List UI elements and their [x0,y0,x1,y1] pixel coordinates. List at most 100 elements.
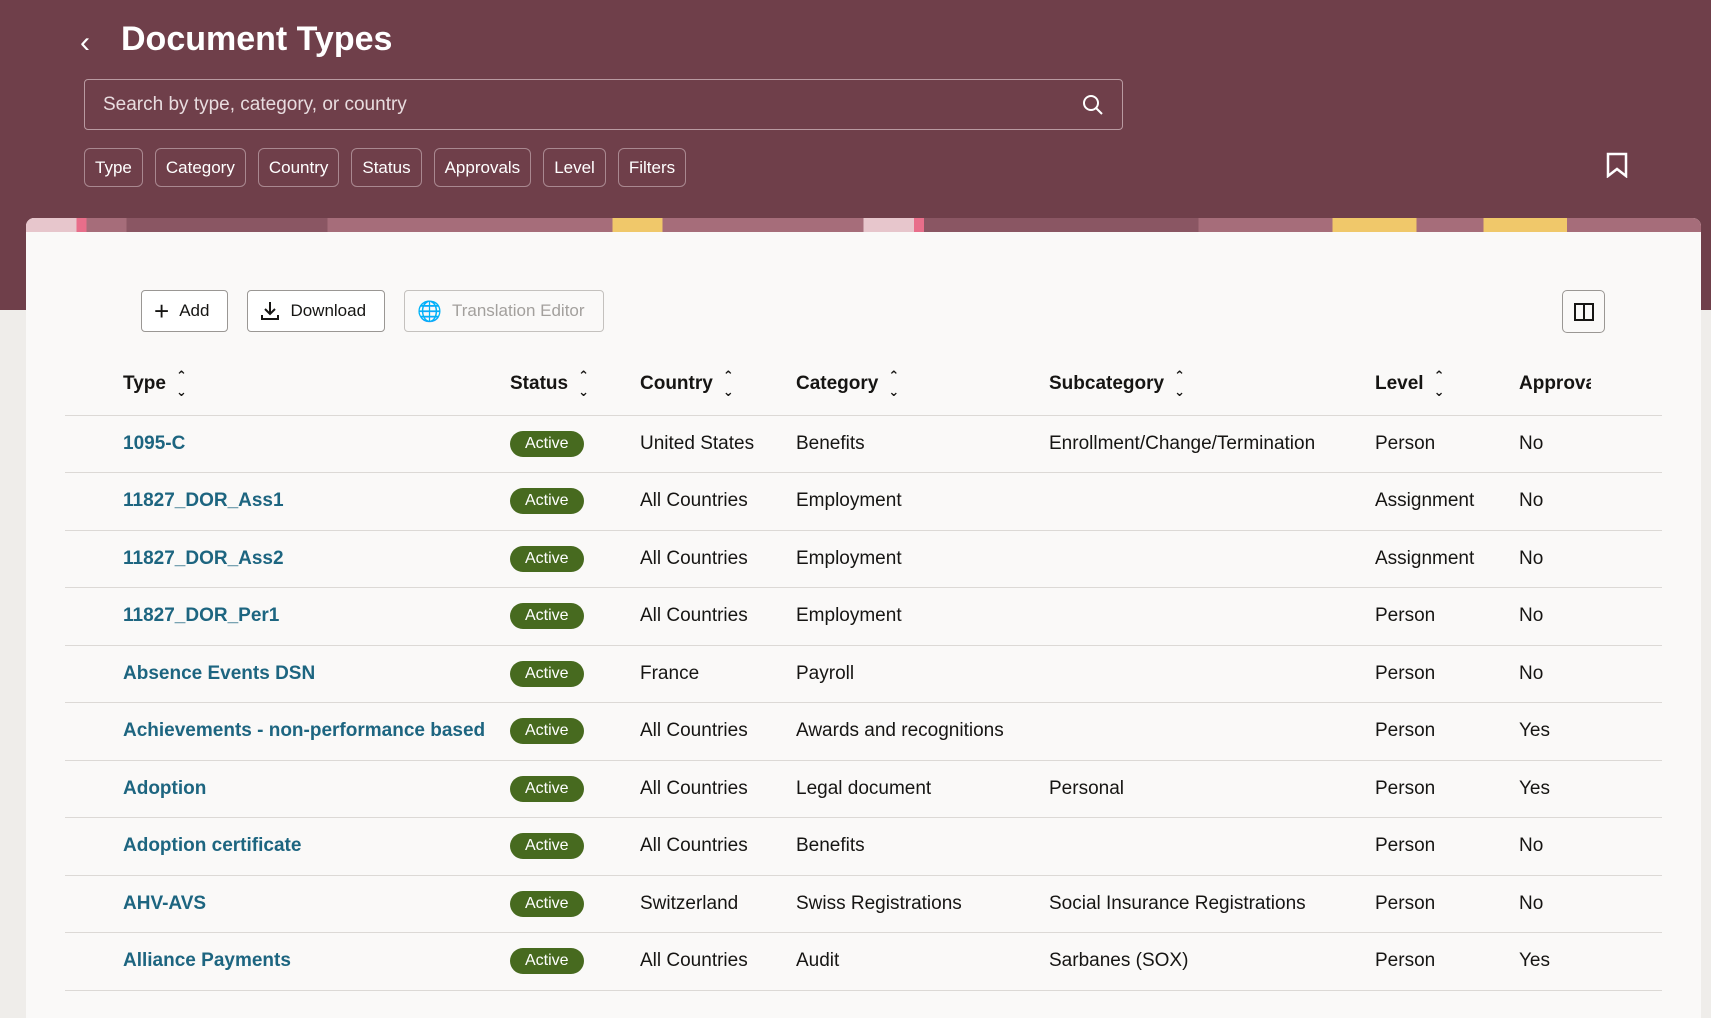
translation-editor-button[interactable]: 🌐 Translation Editor [404,290,604,332]
cell-subcategory [1049,702,1375,761]
column-header-category[interactable]: Category ⌃ ⌄ [796,353,1049,416]
download-icon [261,302,280,320]
cell-status: Active [510,587,640,646]
table-row[interactable]: Alliance Payments Active All Countries Audi… [65,932,1662,991]
type-link[interactable]: AHV-AVS [123,892,207,914]
filter-chip-category[interactable]: Category [154,148,246,187]
type-link[interactable]: Adoption [123,777,207,799]
column-label: Status [510,372,569,394]
table-row[interactable]: 11827_DOR_Ass2 Active All Countries Employm… [65,530,1662,588]
type-link[interactable]: Achievements - non-performance based [123,720,486,742]
cell-type: 11827_DOR_Ass1 [65,472,510,531]
back-chevron-icon[interactable]: ‹ [80,26,90,59]
plus-icon: + [154,295,170,326]
content-card: + Add Download 🌐 Translation Editor Type ⌃ ⌄… [26,218,1701,1018]
type-link[interactable]: 11827_DOR_Per1 [123,605,280,627]
filter-chip-country[interactable]: Country [257,148,340,187]
filter-chips: Type Category Country Status Approvals Level F… [84,148,687,187]
sort-icon[interactable]: ⌃ ⌄ [578,367,589,399]
status-badge: Active [510,718,584,745]
cell-level: Person [1375,587,1519,646]
cell-category: Benefits [796,817,1049,876]
table-row[interactable]: Adoption Active All Countries Legal documen… [65,760,1662,818]
add-button[interactable]: + Add [141,290,229,332]
filter-chip-approvals[interactable]: Approvals [433,148,532,187]
cell-category: Swiss Registrations [796,875,1049,933]
column-header-status[interactable]: Status ⌃ ⌄ [510,353,640,416]
table-row[interactable]: 11827_DOR_Ass1 Active All Countries Employm… [65,472,1662,531]
status-badge: Active [510,430,584,457]
search-input[interactable] [103,93,1082,116]
cell-category: Employment [796,472,1049,531]
cell-category: Employment [796,530,1049,588]
cell-status: Active [510,760,640,818]
columns-button[interactable] [1562,290,1605,333]
sort-icon[interactable]: ⌃ ⌄ [888,367,900,399]
table-row[interactable]: 11827_DOR_Per1 Active All Countries Employm… [65,587,1662,646]
cell-approval-required: No [1519,587,1662,646]
type-link[interactable]: 11827_DOR_Ass2 [123,547,284,569]
cell-level: Person [1375,645,1519,703]
table-row[interactable]: Absence Events DSN Active France Payroll Per… [65,645,1662,703]
cell-level: Person [1375,875,1519,933]
status-badge: Active [510,948,584,975]
cell-subcategory: Enrollment/Change/Termination [1049,415,1375,473]
cell-category: Awards and recognitions [796,702,1049,761]
cell-subcategory: Social Insurance Registrations [1049,875,1375,933]
table-row[interactable]: AHV-AVS Active Switzerland Swiss Registrati… [65,875,1662,933]
toolbar: + Add Download 🌐 Translation Editor [141,290,604,332]
search-box [84,79,1123,130]
column-header-country[interactable]: Country ⌃ ⌄ [640,353,796,416]
cell-approval-required: Yes [1519,932,1662,991]
filter-chip-type[interactable]: Type [84,148,143,187]
cell-status: Active [510,932,640,991]
cell-country: All Countries [640,932,796,991]
table-row[interactable]: 1095-C Active United States Benefits Enrollm… [65,415,1662,473]
cell-status: Active [510,817,640,876]
filter-chip-status[interactable]: Status [351,148,422,187]
cell-type: Adoption certificate [65,817,510,876]
type-link[interactable]: 11827_DOR_Ass1 [123,490,284,512]
cell-subcategory: Sarbanes (SOX) [1049,932,1375,991]
column-header-level[interactable]: Level ⌃ ⌄ [1375,353,1519,416]
cell-status: Active [510,645,640,703]
status-badge: Active [510,890,584,917]
cell-country: All Countries [640,817,796,876]
filter-chip-filters[interactable]: Filters [617,148,687,187]
bookmark-icon[interactable] [1606,152,1628,178]
type-link[interactable]: 1095-C [123,432,186,454]
table-row[interactable]: Adoption certificate Active All Countries B… [65,817,1662,876]
cell-type: 11827_DOR_Per1 [65,587,510,646]
filter-chip-level[interactable]: Level [543,148,606,187]
sort-icon[interactable]: ⌃ ⌄ [175,367,187,399]
column-header-type[interactable]: Type ⌃ ⌄ [65,353,510,416]
type-link[interactable]: Absence Events DSN [123,662,316,684]
sort-icon[interactable]: ⌃ ⌄ [1174,367,1185,399]
status-badge: Active [510,603,584,630]
search-icon[interactable] [1082,94,1104,116]
cell-category: Employment [796,587,1049,646]
cell-country: France [640,645,796,703]
cell-country: All Countries [640,587,796,646]
status-badge: Active [510,833,584,860]
type-link[interactable]: Alliance Payments [123,950,291,972]
cell-type: Adoption [65,760,510,818]
type-link[interactable]: Adoption certificate [123,835,302,857]
cell-type: Absence Events DSN [65,645,510,703]
column-label: Subcategory [1049,372,1165,394]
cell-approval-required: No [1519,472,1662,531]
cell-approval-required: No [1519,817,1662,876]
table-row[interactable]: Achievements - non-performance based Acti… [65,702,1662,761]
download-button[interactable]: Download [247,290,386,332]
cell-level: Person [1375,760,1519,818]
cell-approval-required: Yes [1519,702,1662,761]
column-label: Type [123,372,166,394]
sort-icon[interactable]: ⌃ ⌄ [722,367,734,399]
cell-level: Assignment [1375,530,1519,588]
column-header-subcategory[interactable]: Subcategory ⌃ ⌄ [1049,353,1375,416]
cell-approval-required: No [1519,645,1662,703]
column-header-approval-required[interactable]: Approval Required [1519,353,1662,416]
cell-approval-required: No [1519,415,1662,473]
cell-type: 1095-C [65,415,510,473]
sort-icon[interactable]: ⌃ ⌄ [1433,367,1445,399]
